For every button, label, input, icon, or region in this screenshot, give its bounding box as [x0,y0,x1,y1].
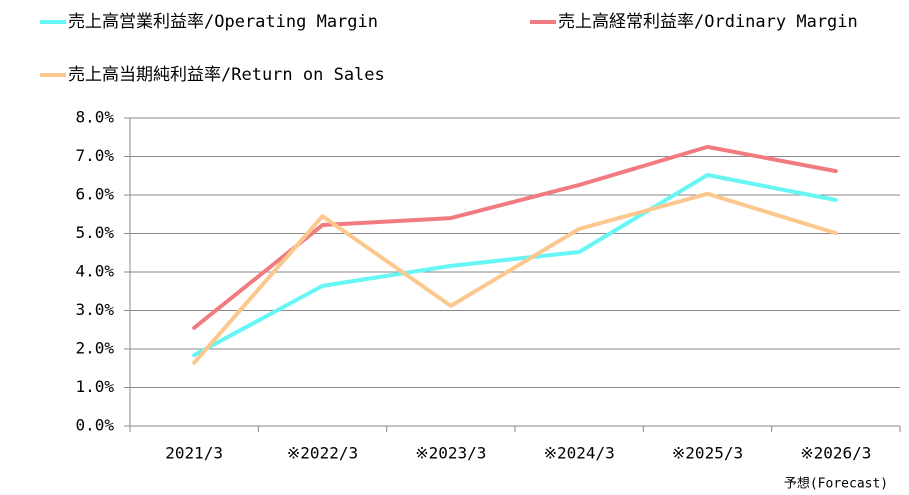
x-tick-label: ※2026/3 [800,444,871,463]
y-tick-label: 0.0% [75,416,114,435]
y-tick-label: 7.0% [75,146,114,165]
series-line [192,191,838,365]
y-tick-label: 3.0% [75,300,114,319]
x-tick-label: ※2022/3 [287,444,358,463]
y-tick-label: 8.0% [75,108,114,127]
x-tick-label: 2021/3 [165,444,223,463]
legend-label: 売上高当期純利益率/Return on Sales [68,65,385,85]
y-tick-label: 1.0% [75,377,114,396]
legend-label: 売上高経常利益率/Ordinary Margin [558,12,858,32]
x-tick-label: ※2024/3 [544,444,615,463]
series-line [192,144,838,330]
x-tick-label: ※2025/3 [672,444,743,463]
x-tick-label: ※2023/3 [415,444,486,463]
annotation: 予想(Forecast) [784,476,888,492]
legend-label: 売上高営業利益率/Operating Margin [68,12,378,32]
y-tick-label: 5.0% [75,223,114,242]
y-tick-label: 6.0% [75,185,114,204]
y-tick-label: 2.0% [75,339,114,358]
y-tick-label: 4.0% [75,262,114,281]
series-line [192,172,838,358]
